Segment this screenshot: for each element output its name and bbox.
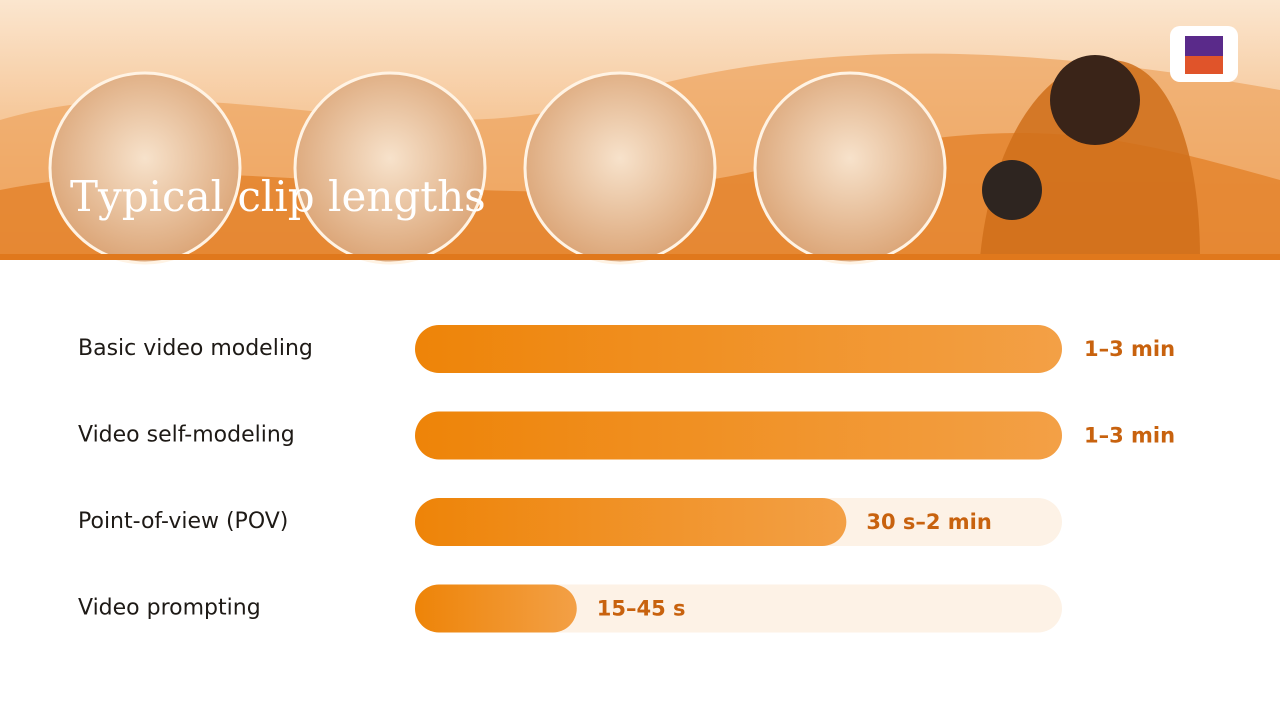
bar — [415, 325, 1062, 373]
value-label: 1–3 min — [1084, 424, 1175, 448]
slide-title: Typical clip lengths — [70, 172, 486, 221]
bar — [415, 411, 1062, 460]
value-label: 1–3 min — [1084, 337, 1175, 361]
bar — [415, 498, 847, 546]
bar — [415, 584, 577, 633]
header-banner — [0, 0, 1280, 265]
category-label: Point-of-view (POV) — [78, 509, 288, 534]
value-label: 30 s–2 min — [866, 510, 992, 534]
category-label: Video self-modeling — [78, 423, 295, 448]
bar-track — [415, 584, 1062, 633]
value-label: 15–45 s — [597, 597, 686, 621]
category-label: Basic video modeling — [78, 336, 313, 361]
category-label: Video prompting — [78, 596, 261, 621]
